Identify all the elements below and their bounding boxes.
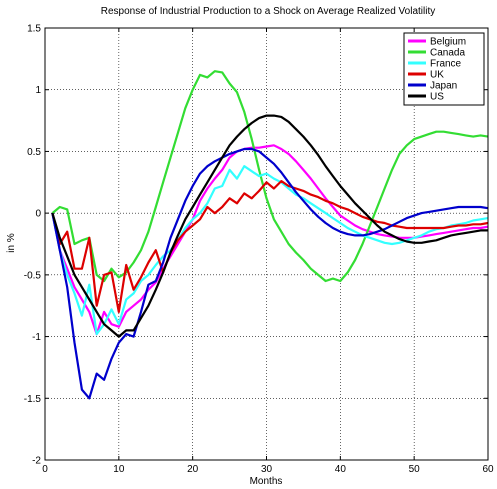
y-tick-label: 0.5 [27,147,41,158]
y-tick-label: 0 [35,209,41,220]
legend-entry-japan: Japan [408,81,457,92]
y-axis-label: in % [6,233,17,253]
legend-label: Belgium [430,37,466,48]
legend-box [403,32,485,106]
y-tick-label: 1.5 [27,24,41,35]
legend-entry-belgium: Belgium [408,37,466,48]
series-line-france [51,165,489,336]
y-tick-label: -0.5 [24,270,42,281]
series-lines [51,70,489,400]
y-tick-label: -2 [32,456,41,467]
ticks: 0 10 20 30 40 50 60 -2 -1.5 -1 -0.5 0 0.5 1 1.5 [24,24,494,476]
x-tick-label: 30 [261,464,273,475]
legend-entry-canada: Canada [408,48,465,59]
legend-entry-france: France [408,59,462,70]
x-tick-label: 0 [42,464,48,475]
legend-entry-us: US [408,92,444,103]
legend-label: Japan [430,81,457,92]
y-tick-label: -1.5 [24,394,42,405]
y-tick-label: -1 [32,332,41,343]
x-tick-label: 60 [482,464,494,475]
y-tick-label: 1 [35,85,41,96]
series-line-uk [51,180,489,313]
legend-label: Canada [430,48,465,59]
x-tick-label: 20 [187,464,199,475]
legend-label: France [430,59,462,70]
x-tick-label: 50 [409,464,421,475]
legend-entry-uk: UK [408,70,444,81]
x-tick-label: 10 [113,464,125,475]
series-line-us [51,114,488,338]
legend-label: UK [430,70,444,81]
x-tick-label: 40 [335,464,347,475]
series-line-japan [51,147,489,400]
chart-title: Response of Industrial Production to a S… [101,6,435,17]
x-axis-label: Months [250,476,283,487]
legend-label: US [430,92,444,103]
